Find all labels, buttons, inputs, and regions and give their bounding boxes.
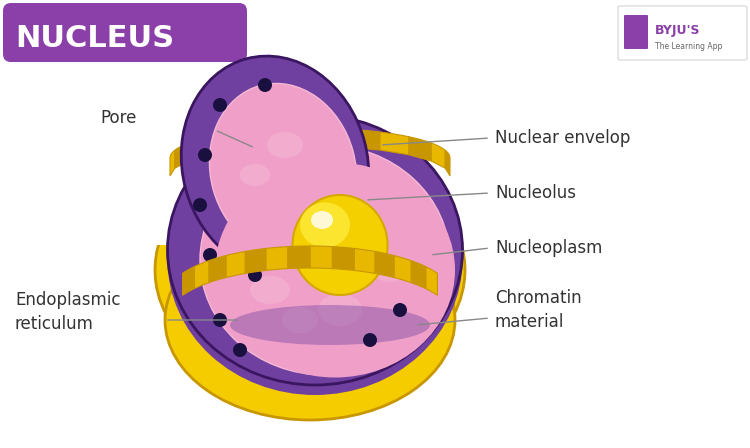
Polygon shape <box>189 137 211 161</box>
Ellipse shape <box>174 165 446 375</box>
Polygon shape <box>288 246 310 269</box>
Circle shape <box>213 313 227 327</box>
Polygon shape <box>245 249 266 273</box>
Circle shape <box>233 343 247 357</box>
Ellipse shape <box>240 164 270 186</box>
Polygon shape <box>375 251 394 278</box>
Ellipse shape <box>269 305 311 335</box>
Ellipse shape <box>282 307 318 333</box>
FancyBboxPatch shape <box>624 15 648 49</box>
Ellipse shape <box>300 176 340 204</box>
Ellipse shape <box>165 220 455 420</box>
Ellipse shape <box>284 173 316 197</box>
Polygon shape <box>211 132 240 155</box>
Ellipse shape <box>250 276 290 304</box>
Ellipse shape <box>251 291 289 319</box>
Ellipse shape <box>267 132 303 158</box>
Text: Nucleolus: Nucleolus <box>495 184 576 202</box>
Ellipse shape <box>170 155 450 385</box>
Ellipse shape <box>340 216 380 244</box>
Text: Chromatin
material: Chromatin material <box>495 289 582 331</box>
Polygon shape <box>170 150 175 176</box>
Text: Pore: Pore <box>100 109 136 127</box>
Ellipse shape <box>375 219 405 241</box>
Ellipse shape <box>265 110 325 190</box>
Text: Nuclear envelop: Nuclear envelop <box>495 129 630 147</box>
Circle shape <box>198 148 212 162</box>
Circle shape <box>363 333 377 347</box>
Ellipse shape <box>182 185 438 355</box>
Ellipse shape <box>223 218 257 242</box>
Ellipse shape <box>373 258 407 282</box>
Bar <box>110 90 510 245</box>
Bar <box>110 90 510 235</box>
Polygon shape <box>274 128 310 147</box>
Polygon shape <box>409 137 431 161</box>
Ellipse shape <box>280 279 320 301</box>
Circle shape <box>248 268 262 282</box>
Ellipse shape <box>325 192 375 228</box>
Polygon shape <box>194 261 209 289</box>
Text: BYJU'S: BYJU'S <box>655 23 700 36</box>
Ellipse shape <box>245 251 275 269</box>
Text: Endoplasmic
reticulum: Endoplasmic reticulum <box>15 291 121 333</box>
Polygon shape <box>266 246 288 271</box>
Polygon shape <box>346 129 380 150</box>
Ellipse shape <box>349 283 381 307</box>
Ellipse shape <box>318 294 362 326</box>
Polygon shape <box>354 249 375 273</box>
Polygon shape <box>209 255 226 283</box>
Ellipse shape <box>300 202 350 247</box>
Text: The Learning App: The Learning App <box>655 42 722 51</box>
Polygon shape <box>394 255 411 283</box>
Bar <box>110 90 510 225</box>
Ellipse shape <box>215 163 455 378</box>
Polygon shape <box>446 150 450 176</box>
Text: Nucleoplasm: Nucleoplasm <box>495 239 602 257</box>
Polygon shape <box>240 129 274 150</box>
Ellipse shape <box>167 115 463 385</box>
Polygon shape <box>380 132 409 155</box>
Circle shape <box>193 198 207 212</box>
Ellipse shape <box>251 190 279 210</box>
Bar <box>110 90 510 215</box>
Polygon shape <box>310 128 347 147</box>
Ellipse shape <box>311 211 333 229</box>
Ellipse shape <box>209 83 356 257</box>
Bar <box>110 90 510 240</box>
Ellipse shape <box>352 270 388 290</box>
Ellipse shape <box>167 125 463 395</box>
Polygon shape <box>182 267 194 295</box>
Ellipse shape <box>178 175 442 365</box>
Ellipse shape <box>292 195 388 295</box>
Circle shape <box>403 263 417 277</box>
Ellipse shape <box>362 247 398 273</box>
Ellipse shape <box>226 86 347 235</box>
Polygon shape <box>411 261 426 289</box>
Circle shape <box>258 78 272 92</box>
Polygon shape <box>426 267 437 295</box>
Polygon shape <box>310 246 332 269</box>
Text: NUCLEUS: NUCLEUS <box>15 23 174 52</box>
Ellipse shape <box>230 305 430 345</box>
Polygon shape <box>332 246 354 271</box>
FancyBboxPatch shape <box>618 6 747 60</box>
Polygon shape <box>431 143 445 168</box>
Ellipse shape <box>306 283 354 317</box>
Circle shape <box>393 303 407 317</box>
Ellipse shape <box>228 254 272 286</box>
Ellipse shape <box>260 205 300 235</box>
Ellipse shape <box>182 56 369 274</box>
Polygon shape <box>226 251 245 278</box>
Ellipse shape <box>155 150 465 390</box>
Circle shape <box>203 248 217 262</box>
Ellipse shape <box>200 145 450 375</box>
FancyBboxPatch shape <box>3 3 247 62</box>
Circle shape <box>213 98 227 112</box>
Polygon shape <box>175 143 189 168</box>
